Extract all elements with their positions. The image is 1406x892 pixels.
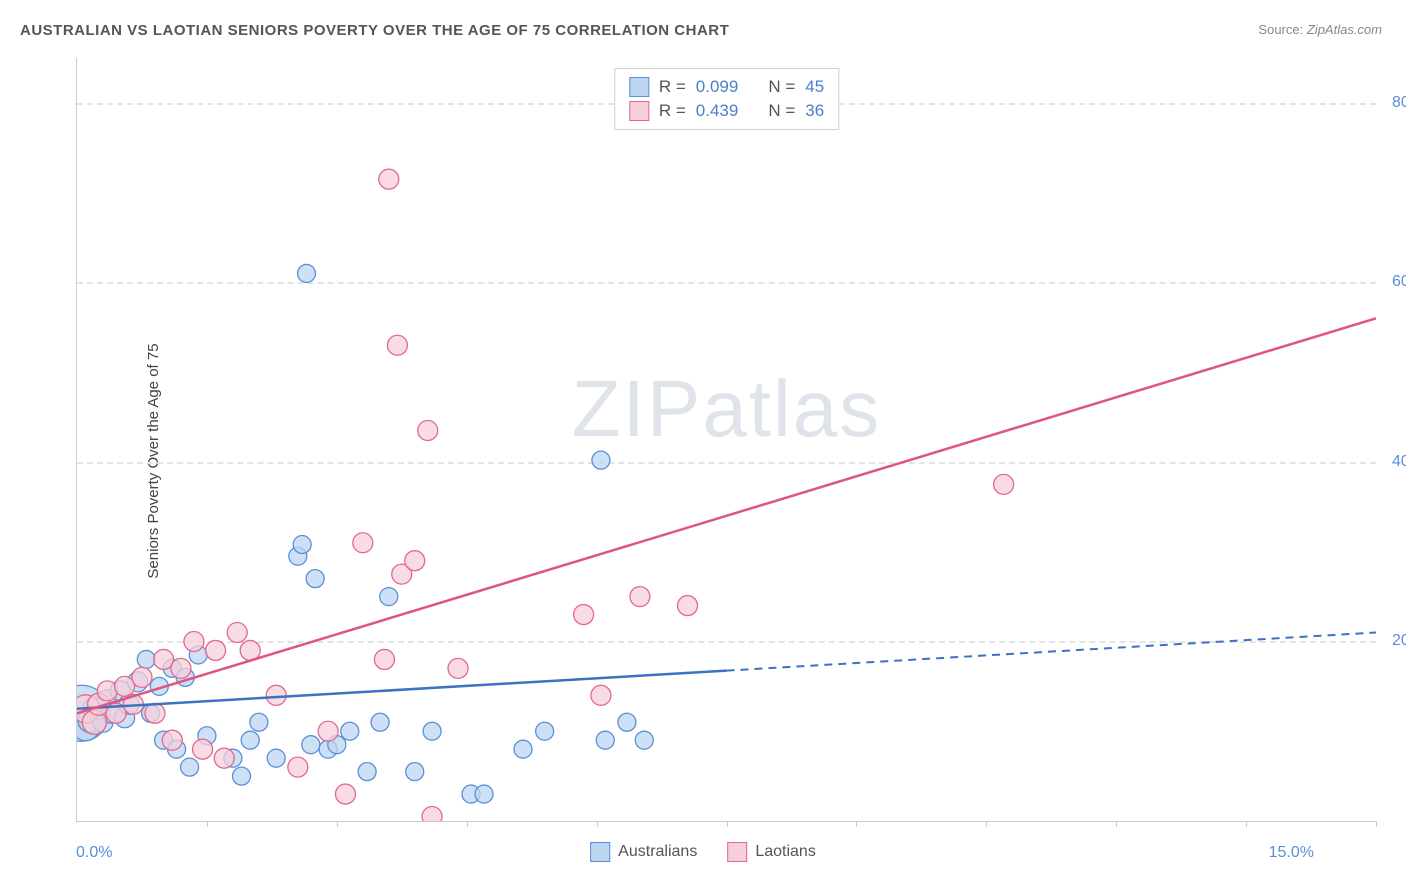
data-point bbox=[193, 739, 213, 759]
x-axis-max-label: 15.0% bbox=[1269, 844, 1314, 862]
data-point bbox=[171, 658, 191, 678]
data-point bbox=[422, 807, 442, 821]
data-point bbox=[514, 740, 532, 758]
data-point bbox=[302, 736, 320, 754]
x-tick-mark bbox=[727, 821, 728, 827]
data-point bbox=[592, 451, 610, 469]
data-point bbox=[475, 785, 493, 803]
legend-label-australians: Australians bbox=[618, 843, 697, 861]
x-tick-mark bbox=[986, 821, 987, 827]
data-point bbox=[635, 731, 653, 749]
legend-item-laotians: Laotians bbox=[727, 842, 816, 862]
data-point bbox=[618, 713, 636, 731]
data-point bbox=[241, 731, 259, 749]
chart-title: AUSTRALIAN VS LAOTIAN SENIORS POVERTY OV… bbox=[20, 22, 729, 39]
source-label: Source: bbox=[1258, 22, 1303, 37]
data-point bbox=[678, 596, 698, 616]
data-point bbox=[379, 169, 399, 189]
stats-row-australians: R = 0.099 N = 45 bbox=[629, 75, 824, 99]
legend-swatch-australians bbox=[590, 842, 610, 862]
x-tick-mark bbox=[1376, 821, 1377, 827]
legend-label-laotians: Laotians bbox=[755, 843, 816, 861]
data-point bbox=[181, 758, 199, 776]
stat-r-label: R = bbox=[659, 101, 686, 121]
data-point bbox=[184, 631, 204, 651]
data-point bbox=[374, 649, 394, 669]
stat-n-label: N = bbox=[768, 77, 795, 97]
data-point bbox=[418, 421, 438, 441]
data-point bbox=[536, 722, 554, 740]
stat-r-value-australians: 0.099 bbox=[696, 77, 739, 97]
data-point bbox=[206, 640, 226, 660]
legend-item-australians: Australians bbox=[590, 842, 697, 862]
data-point bbox=[214, 748, 234, 768]
legend-swatch-laotians bbox=[727, 842, 747, 862]
data-point bbox=[318, 721, 338, 741]
data-point bbox=[341, 722, 359, 740]
trend-line-extrapolated bbox=[727, 632, 1377, 670]
x-axis-min-label: 0.0% bbox=[76, 844, 112, 862]
data-point bbox=[306, 570, 324, 588]
x-tick-mark bbox=[1116, 821, 1117, 827]
y-tick-label: 80.0% bbox=[1380, 94, 1406, 112]
data-point bbox=[591, 685, 611, 705]
trend-line bbox=[77, 318, 1376, 713]
data-point bbox=[233, 767, 251, 785]
data-point bbox=[266, 685, 286, 705]
data-point bbox=[162, 730, 182, 750]
data-point bbox=[994, 474, 1014, 494]
stats-legend-box: R = 0.099 N = 45 R = 0.439 N = 36 bbox=[614, 68, 839, 130]
x-tick-mark bbox=[597, 821, 598, 827]
data-point bbox=[227, 622, 247, 642]
data-point bbox=[405, 551, 425, 571]
data-point bbox=[448, 658, 468, 678]
data-point bbox=[358, 763, 376, 781]
stats-row-laotians: R = 0.439 N = 36 bbox=[629, 99, 824, 123]
data-point bbox=[137, 650, 155, 668]
x-tick-mark bbox=[1246, 821, 1247, 827]
data-point bbox=[596, 731, 614, 749]
plot-area: ZIPatlas R = 0.099 N = 45 R = 0.439 N = … bbox=[76, 58, 1376, 822]
data-point bbox=[293, 536, 311, 554]
data-point bbox=[574, 605, 594, 625]
data-point bbox=[145, 703, 165, 723]
swatch-laotians bbox=[629, 101, 649, 121]
data-point bbox=[406, 763, 424, 781]
stat-r-label: R = bbox=[659, 77, 686, 97]
data-point bbox=[250, 713, 268, 731]
data-point bbox=[630, 587, 650, 607]
x-tick-mark bbox=[207, 821, 208, 827]
stat-n-label: N = bbox=[768, 101, 795, 121]
swatch-australians bbox=[629, 77, 649, 97]
stat-n-value-laotians: 36 bbox=[805, 101, 824, 121]
x-tick-mark bbox=[856, 821, 857, 827]
y-tick-label: 20.0% bbox=[1380, 632, 1406, 650]
plot-svg bbox=[77, 58, 1376, 821]
data-point bbox=[423, 722, 441, 740]
data-point bbox=[353, 533, 373, 553]
stat-n-value-australians: 45 bbox=[805, 77, 824, 97]
data-point bbox=[371, 713, 389, 731]
series-legend: Australians Laotians bbox=[590, 842, 816, 862]
data-point bbox=[267, 749, 285, 767]
source-value: ZipAtlas.com bbox=[1307, 22, 1382, 37]
data-point bbox=[335, 784, 355, 804]
source-attribution: Source: ZipAtlas.com bbox=[1258, 22, 1382, 37]
x-tick-mark bbox=[337, 821, 338, 827]
data-point bbox=[380, 588, 398, 606]
y-tick-label: 60.0% bbox=[1380, 273, 1406, 291]
x-tick-mark bbox=[467, 821, 468, 827]
data-point bbox=[297, 264, 315, 282]
stat-r-value-laotians: 0.439 bbox=[696, 101, 739, 121]
data-point bbox=[288, 757, 308, 777]
data-point bbox=[132, 667, 152, 687]
data-point bbox=[387, 335, 407, 355]
y-tick-label: 40.0% bbox=[1380, 453, 1406, 471]
chart-container: Seniors Poverty Over the Age of 75 ZIPat… bbox=[20, 50, 1386, 872]
